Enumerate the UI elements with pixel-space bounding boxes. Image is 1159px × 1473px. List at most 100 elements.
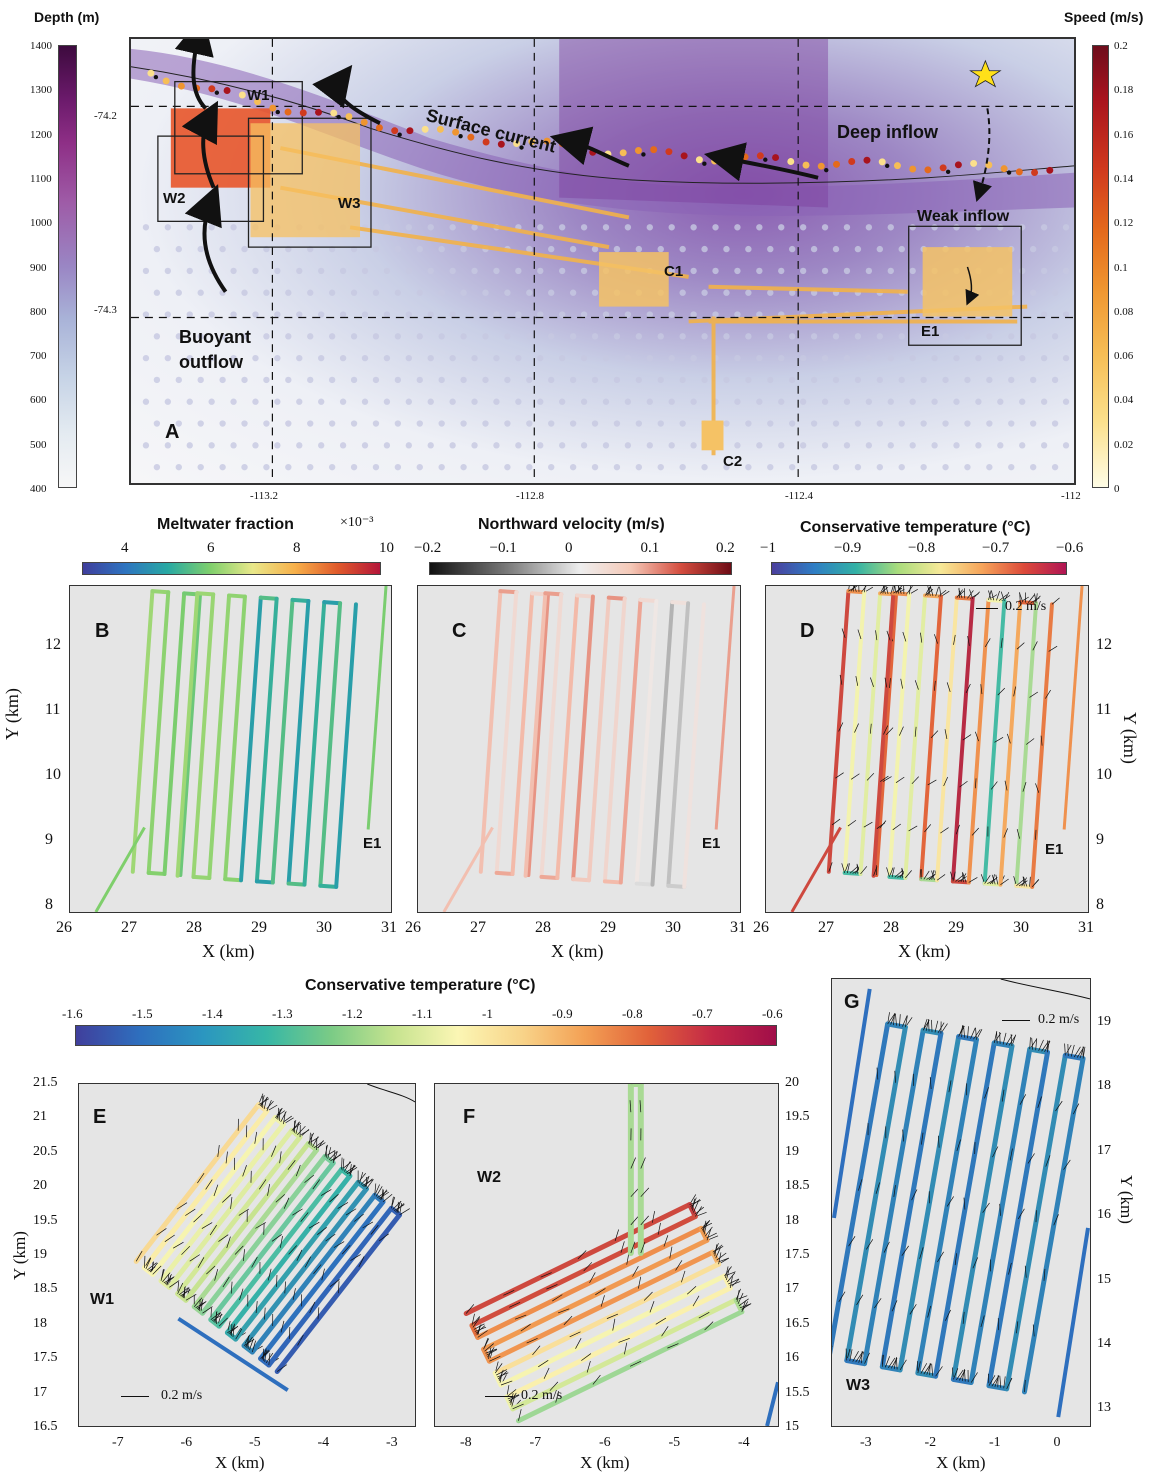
g-x-tick: -1 xyxy=(989,1435,1001,1450)
velocity-arrow xyxy=(875,1182,880,1194)
e-x-tick: -4 xyxy=(317,1435,330,1450)
f-y-tick: 18 xyxy=(785,1212,799,1228)
seabed-dot xyxy=(745,376,752,384)
seabed-dot xyxy=(569,333,577,340)
seabed-dot xyxy=(580,311,588,318)
seabed-dot xyxy=(591,463,599,471)
speed-dot xyxy=(162,77,170,85)
velocity-arrow xyxy=(328,1150,338,1160)
b-ylabel: Y (km) xyxy=(2,688,22,740)
velocity-arrow xyxy=(931,870,935,881)
seabed-dot xyxy=(701,463,708,471)
survey-track xyxy=(492,1261,722,1376)
seabed-dot xyxy=(230,267,237,275)
survey-track xyxy=(366,586,388,830)
seabed-dot xyxy=(767,463,774,471)
velocity-arrow xyxy=(866,1239,874,1250)
speed-dot xyxy=(238,91,246,99)
seabed-dot xyxy=(613,420,621,427)
velocity-arrow xyxy=(953,1368,959,1380)
velocity-arrow xyxy=(630,1360,642,1367)
velocity-arrow xyxy=(959,780,968,788)
velocity-arrow xyxy=(193,1297,203,1307)
velocity-arrow xyxy=(172,1241,184,1249)
seabed-dot xyxy=(515,398,522,405)
panel-e-region: W1 xyxy=(90,1291,114,1308)
velocity-arrow xyxy=(1026,738,1035,745)
seabed-dot xyxy=(252,354,259,362)
velocity-arrow xyxy=(1035,1038,1038,1051)
velocity-arrow xyxy=(614,1229,619,1241)
velocity-arrow xyxy=(640,1157,646,1169)
velocity-arrow xyxy=(321,1268,325,1281)
panel-g-tracks xyxy=(832,979,1090,1418)
seabed-dot xyxy=(799,398,807,405)
velocity-arrow xyxy=(667,1343,679,1349)
seabed-dot xyxy=(307,289,314,296)
velocity-arrow xyxy=(899,1014,901,1027)
velocity-arrow xyxy=(968,877,978,883)
seabed-dot xyxy=(175,289,182,296)
d-cbar-tick: −0.6 xyxy=(1056,540,1084,556)
seabed-dot xyxy=(558,354,566,362)
velocity-arrow xyxy=(589,1272,596,1284)
velocity-arrow xyxy=(895,586,903,594)
seabed-dot xyxy=(548,289,555,296)
seabed-dot xyxy=(997,442,1004,449)
speed-tick: 0.08 xyxy=(1114,305,1134,318)
f-y-tick: 19.5 xyxy=(785,1109,810,1125)
velocity-arrow xyxy=(984,875,991,884)
seabed-dot xyxy=(230,442,237,449)
seabed-dot xyxy=(1019,398,1026,405)
seabed-dot xyxy=(701,289,708,296)
seabed-dot xyxy=(164,354,172,362)
seabed-dot xyxy=(449,311,456,318)
survey-track xyxy=(274,1212,403,1375)
seabed-dot xyxy=(920,420,927,427)
velocity-arrow xyxy=(395,1203,405,1212)
velocity-arrow xyxy=(899,726,904,736)
seabed-dot xyxy=(646,398,653,405)
seabed-dot xyxy=(1019,267,1026,275)
survey-track xyxy=(478,589,503,874)
seabed-dot xyxy=(690,442,697,449)
seabed-dot xyxy=(986,463,993,471)
seabed-dot xyxy=(285,463,292,471)
velocity-arrow xyxy=(967,590,974,599)
seabed-dot xyxy=(723,376,730,384)
velocity-arrow xyxy=(297,1125,306,1136)
seabed-dot xyxy=(416,245,423,253)
seabed-dot xyxy=(263,420,270,427)
velocity-arrow xyxy=(230,1197,233,1209)
velocity-arrow xyxy=(375,1186,383,1197)
velocity-arrow xyxy=(497,1370,508,1380)
bottom-cbar-tick: -1.6 xyxy=(62,1006,83,1021)
velocity-arrow xyxy=(243,1339,255,1346)
velocity-arrow xyxy=(251,1256,258,1268)
f-y-tick: 18.5 xyxy=(785,1178,810,1194)
panel-d-region: E1 xyxy=(1045,841,1064,858)
seabed-dot xyxy=(723,245,730,253)
speed-dot xyxy=(741,153,749,161)
seabed-dot xyxy=(416,333,423,340)
seabed-dot xyxy=(898,376,905,384)
velocity-arrow xyxy=(338,1281,340,1294)
survey-track xyxy=(191,874,212,881)
seabed-dot xyxy=(1062,267,1070,275)
seabed-dot xyxy=(690,311,697,318)
velocity-arrow xyxy=(931,1019,933,1032)
station-dot xyxy=(519,145,524,150)
velocity-arrow xyxy=(606,1313,619,1319)
seabed-dot xyxy=(591,420,599,427)
velocity-arrow xyxy=(923,1364,931,1375)
velocity-arrow xyxy=(857,1179,863,1191)
velocity-arrow xyxy=(741,1300,746,1312)
seabed-dot xyxy=(504,463,511,471)
seabed-dot xyxy=(526,420,533,427)
velocity-arrow xyxy=(499,1371,503,1384)
seabed-dot xyxy=(778,442,785,449)
velocity-arrow xyxy=(991,874,996,885)
seabed-dot xyxy=(526,289,533,296)
velocity-arrow xyxy=(304,1174,315,1183)
velocity-arrow xyxy=(1076,1047,1084,1058)
